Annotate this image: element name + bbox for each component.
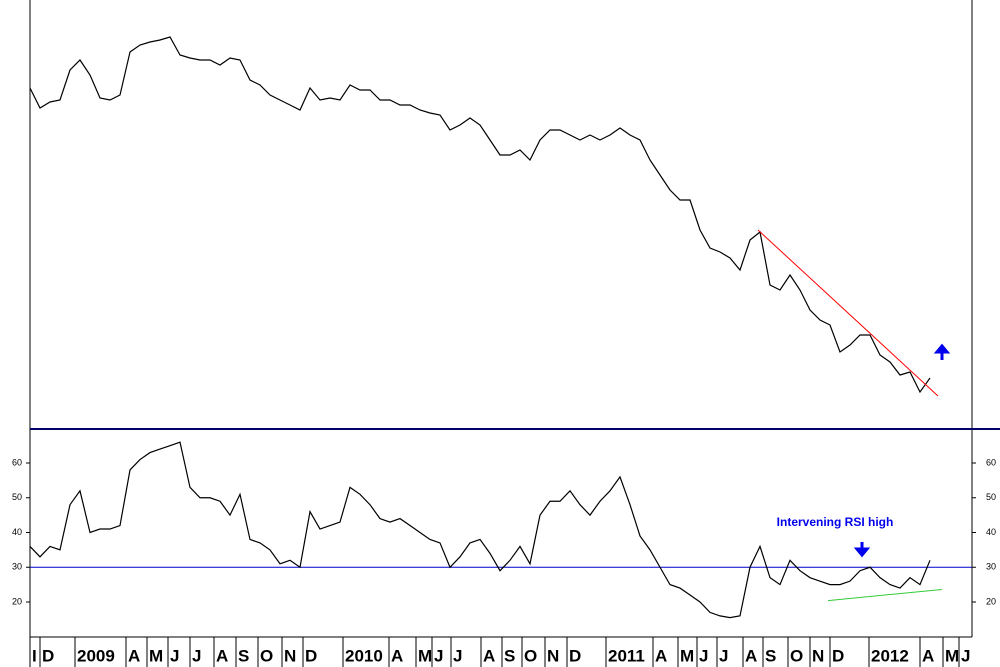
x-tick-label: A xyxy=(483,646,495,665)
x-tick-label: D xyxy=(832,646,844,665)
trend-line xyxy=(827,588,943,602)
y-tick-label: 40 xyxy=(12,527,22,537)
x-tick-label: 2009 xyxy=(77,646,115,665)
x-tick-label: N xyxy=(547,646,559,665)
x-tick-label: S xyxy=(765,646,776,665)
x-tick-label: 2011 xyxy=(608,646,645,665)
x-tick-label: J xyxy=(453,646,462,665)
x-tick-label: J xyxy=(699,646,708,665)
y-tick-label: 50 xyxy=(12,492,22,502)
y-tick-label: 20 xyxy=(12,596,22,606)
x-tick-label: M xyxy=(680,646,694,665)
x-tick-label: D xyxy=(42,646,54,665)
x-tick-label: D xyxy=(305,646,317,665)
y-tick-label-right: 20 xyxy=(986,596,996,606)
y-tick-label: 60 xyxy=(12,457,22,467)
x-tick-label: S xyxy=(238,646,249,665)
x-tick-label: M xyxy=(418,646,432,665)
x-tick-label: A xyxy=(128,646,140,665)
y-tick-label-right: 60 xyxy=(986,457,996,467)
x-tick-label: A xyxy=(216,646,228,665)
down-arrow xyxy=(853,542,871,558)
x-tick-label: N xyxy=(812,646,824,665)
x-tick-label: M xyxy=(149,646,163,665)
annotation: Intervening RSI high xyxy=(777,515,894,529)
y-tick-label: 30 xyxy=(12,562,22,572)
x-tick-label: J xyxy=(192,646,201,665)
price-line xyxy=(29,441,931,619)
y-tick-label-right: 40 xyxy=(986,527,996,537)
x-tick-label: A xyxy=(745,646,757,665)
up-arrow xyxy=(933,343,951,360)
x-tick-label: O xyxy=(260,646,273,665)
x-tick-label: A xyxy=(655,646,667,665)
x-tick-label: J xyxy=(170,646,179,665)
trend-line xyxy=(757,229,939,397)
x-tick-label: N xyxy=(284,646,296,665)
x-tick-label: D xyxy=(569,646,581,665)
x-tick-label: I xyxy=(32,646,37,665)
x-tick-label: M xyxy=(945,646,959,665)
x-tick-label: 2012 xyxy=(871,646,909,665)
x-tick-label: J xyxy=(434,646,443,665)
x-tick-label: A xyxy=(922,646,934,665)
x-tick-label: J xyxy=(719,646,728,665)
price-line xyxy=(29,36,931,394)
x-tick-label: O xyxy=(524,646,537,665)
y-tick-label-right: 50 xyxy=(986,492,996,502)
x-tick-label: J xyxy=(961,646,970,665)
y-tick-label-right: 30 xyxy=(986,562,996,572)
x-tick-label: O xyxy=(790,646,803,665)
x-tick-label: S xyxy=(504,646,515,665)
x-tick-label: 2010 xyxy=(345,646,383,665)
x-tick-label: A xyxy=(391,646,403,665)
